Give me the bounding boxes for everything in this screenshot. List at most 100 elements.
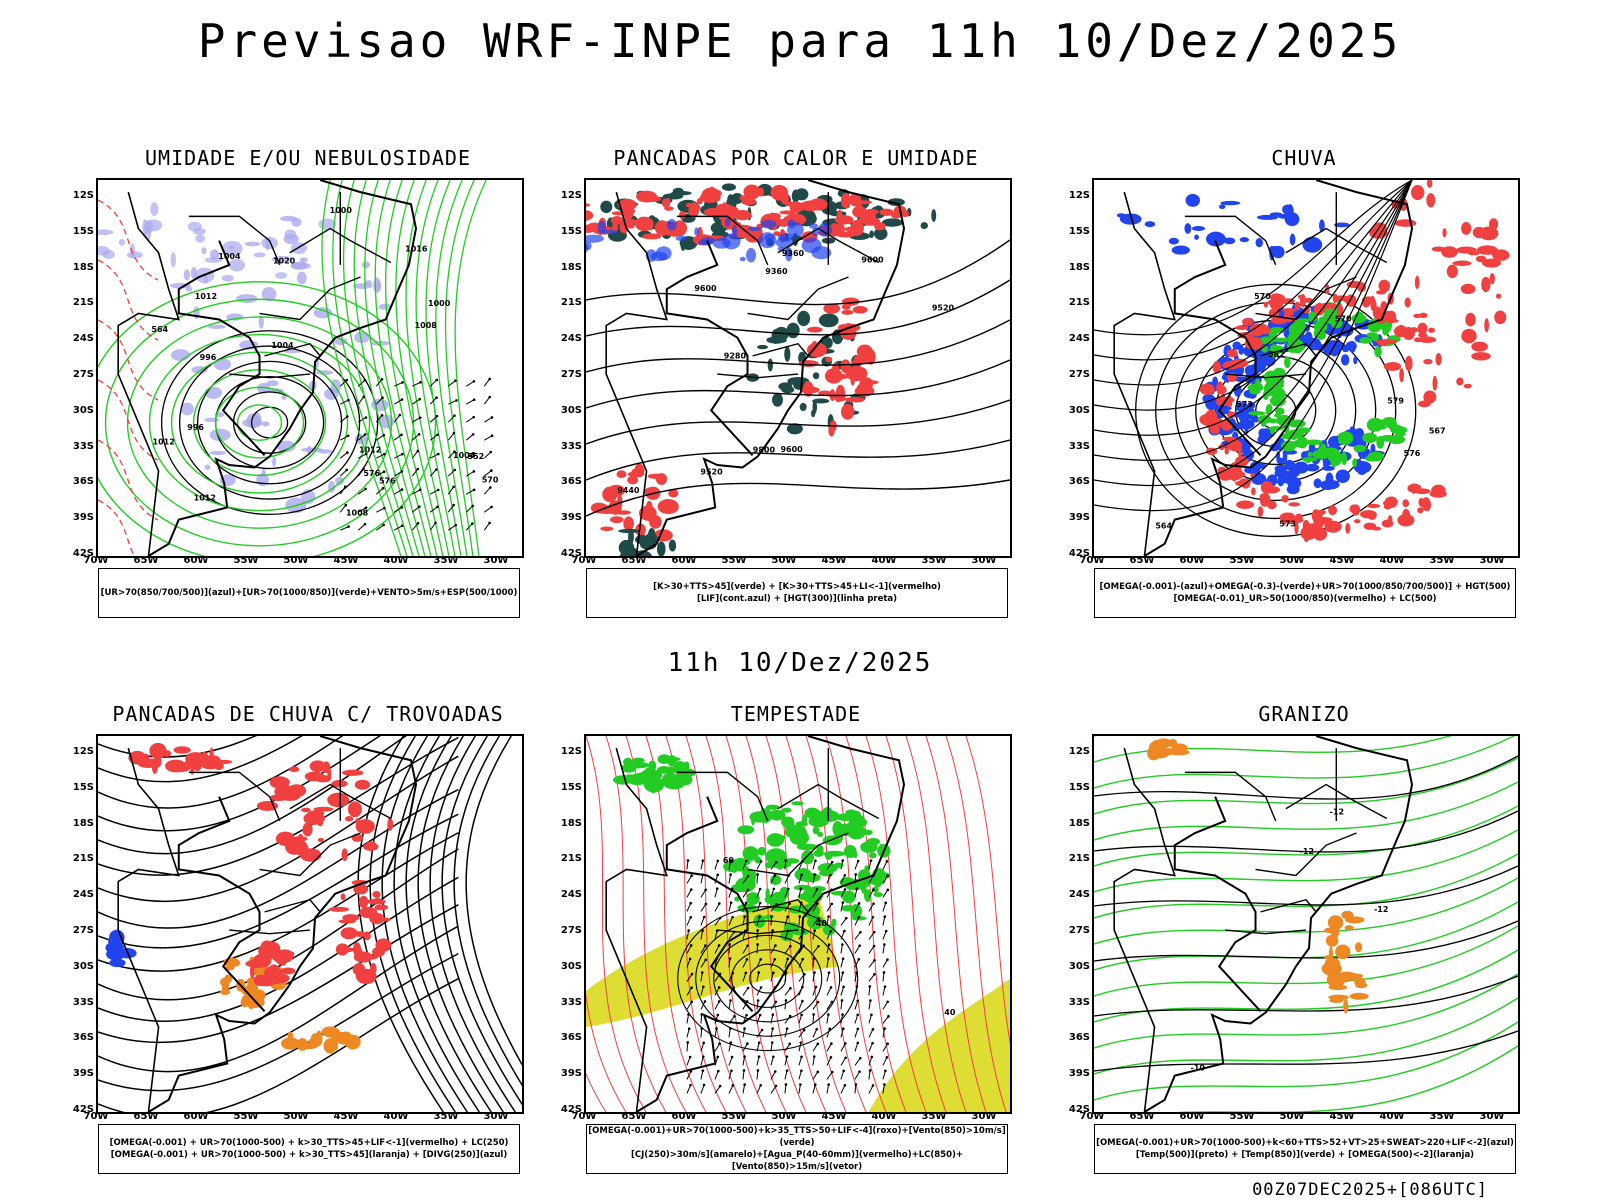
legend-line: [OMEGA(-0.001)+UR>70(1000-500)+k>35_TTS>… [588, 1126, 1006, 1148]
lat-tick-label: 36S [1068, 1032, 1090, 1044]
lon-tick-label: 70W [1079, 555, 1105, 566]
legend-granizo: [OMEGA(-0.001)+UR>70(1000-500)+k<60+TTS>… [1094, 1124, 1516, 1174]
lat-tick-label: 15S [72, 781, 94, 793]
contour-label: 1016 [405, 244, 428, 253]
lat-tick-label: 33S [560, 440, 582, 452]
contour-label: 1004 [218, 252, 241, 261]
lat-tick-label: 24S [1068, 889, 1090, 901]
lon-tick-label: 50W [283, 1111, 309, 1122]
lat-tick-label: 42S [1068, 1104, 1090, 1115]
lat-tick-label: 42S [72, 1104, 94, 1115]
map-canvas: 1012 1012 1012 1012 1008 1004 1004 1000 996 996 10… [98, 180, 499, 556]
contour-label: 9280 [724, 351, 747, 360]
map-canvas: 579 576 573 570 567 564 573 570 582 [1094, 180, 1510, 556]
lon-tick-label: 45W [333, 1111, 359, 1122]
lat-tick-label: 12S [1068, 746, 1090, 757]
contour-label: 9520 [700, 467, 723, 476]
lon-tick-label: 55W [721, 555, 747, 566]
lon-tick-label: 60W [1179, 1111, 1205, 1122]
lat-tick-label: 24S [560, 333, 582, 345]
legend-line: [K>30+TTS>45](verde) + [K>30+TTS>45+LI<-… [653, 582, 941, 592]
contour-label: 1012 [359, 445, 381, 454]
lon-tick-label: 45W [333, 555, 359, 566]
legend-line: [UR>70(850/700/500)](azul)+[UR>70(1000/8… [100, 588, 518, 598]
legend-umidade-e-ou-nebulosidade: [UR>70(850/700/500)](azul)+[UR>70(1000/8… [98, 568, 520, 618]
contour-label: 564 [1155, 521, 1172, 530]
lon-tick-label: 70W [1079, 1111, 1105, 1122]
lat-tick-label: 15S [560, 225, 582, 237]
contour-label: 40 [816, 919, 828, 928]
lat-tick-label: 27S [560, 925, 582, 936]
lat-tick-label: 33S [560, 996, 582, 1008]
contour-label: 564 [151, 325, 168, 334]
lat-tick-label: 15S [560, 781, 582, 793]
lon-tick-label: 50W [283, 555, 309, 566]
lat-tick-label: 24S [72, 889, 94, 901]
contour-label: -12 [1330, 807, 1344, 816]
map-chuva: 579 576 573 570 567 564 573 570 582 [1092, 178, 1520, 558]
lon-tick-label: 65W [133, 555, 159, 566]
contour-label: 579 [1387, 397, 1404, 406]
legend-line: [Temp(500)](preto) + [Temp(850)](verde) … [1135, 1150, 1475, 1160]
contour-label: 60 [723, 856, 735, 865]
contour-label: 40 [944, 1008, 956, 1017]
contour-label: 996 [200, 353, 217, 362]
lon-tick-label: 35W [921, 555, 947, 566]
lon-tick-label: 50W [1279, 1111, 1305, 1122]
lat-tick-label: 21S [72, 853, 94, 865]
legend-pancadas-de-chuva-c-trovoadas: [OMEGA(-0.001) + UR>70(1000-500) + k>30_… [98, 1124, 520, 1174]
panel-title-chuva: CHUVA [1271, 146, 1337, 170]
contour-label: -12 [1374, 905, 1388, 914]
forecast-time-title: 11h 10/Dez/2025 [667, 648, 933, 678]
panel-title-granizo: GRANIZO [1258, 702, 1350, 726]
lat-tick-label: 39S [72, 512, 94, 524]
legend-line: [OMEGA(-0.001)-(azul)+OMEGA(-0.3)-(verde… [1099, 582, 1511, 592]
lon-tick-label: 70W [83, 555, 109, 566]
lat-tick-label: 39S [1068, 1068, 1090, 1080]
lon-tick-label: 60W [183, 555, 209, 566]
lat-tick-label: 21S [1068, 297, 1090, 309]
lat-tick-label: 39S [560, 512, 582, 524]
lon-tick-label: 55W [233, 1111, 259, 1122]
lat-tick-label: 18S [560, 261, 582, 273]
contour-label: 567 [1429, 426, 1446, 435]
contour-label: 1008 [415, 321, 438, 330]
lat-tick-label: 33S [72, 996, 94, 1008]
lat-tick-label: 12S [72, 190, 94, 201]
contour-label: 9800 [753, 445, 776, 454]
contour-label: -10 [1191, 1063, 1206, 1072]
lon-tick-label: 45W [1329, 555, 1355, 566]
lon-tick-label: 60W [671, 1111, 697, 1122]
contour-label: 570 [1335, 315, 1352, 324]
lat-tick-label: 27S [1068, 925, 1090, 936]
legend-line: [OMEGA(-0.001) + UR>70(1000-500) + k>30_… [109, 1138, 509, 1148]
lat-tick-label: 15S [72, 225, 94, 237]
lon-tick-label: 40W [383, 555, 409, 566]
lon-tick-label: 40W [1379, 1111, 1405, 1122]
run-info-footer: 00Z07DEC2025+[086UTC] [1252, 1180, 1488, 1200]
lon-tick-label: 35W [433, 1111, 459, 1122]
lat-tick-label: 27S [560, 369, 582, 380]
contour-label: 9440 [617, 486, 640, 495]
lon-tick-label: 40W [383, 1111, 409, 1122]
map-umidade-e-ou-nebulosidade: 1012 1012 1012 1012 1008 1004 1004 1000 996 996 10… [96, 178, 524, 558]
lat-tick-label: 30S [1068, 960, 1090, 972]
lat-tick-label: 18S [1068, 817, 1090, 829]
lon-tick-label: 30W [971, 555, 997, 566]
lat-tick-label: 33S [1068, 996, 1090, 1008]
legend-line: [OMEGA(-0.01)_UR>50(1000/850)(vermelho) … [1173, 594, 1437, 604]
lat-tick-label: 36S [560, 476, 582, 488]
lon-tick-label: 55W [1229, 555, 1255, 566]
lat-tick-label: 21S [72, 297, 94, 309]
legend-line: [OMEGA(-0.001) + UR>70(1000-500) + k>30_… [110, 1150, 508, 1160]
contour-label: 552 [468, 452, 485, 461]
lat-tick-label: 21S [1068, 853, 1090, 865]
map-pancadas-de-chuva-c-trovoadas [96, 734, 524, 1114]
lat-tick-label: 42S [560, 548, 582, 559]
contour-label: 570 [482, 475, 499, 484]
lat-tick-label: 27S [72, 925, 94, 936]
contour-label: 1020 [273, 256, 296, 265]
lon-tick-label: 40W [871, 555, 897, 566]
contour-label: 1008 [346, 508, 369, 517]
lat-tick-label: 24S [72, 333, 94, 345]
